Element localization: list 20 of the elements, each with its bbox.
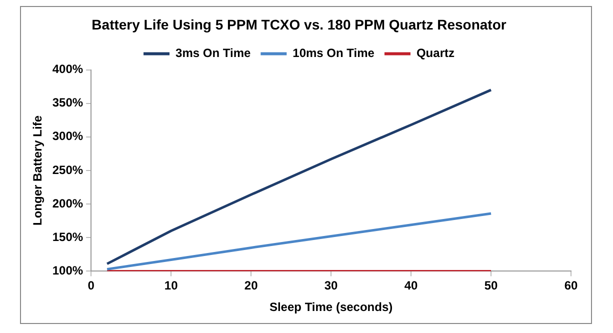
x-tick-label: 10 [164, 278, 178, 293]
y-tick-label: 350% [52, 96, 84, 110]
x-tick-label: 40 [404, 278, 418, 293]
x-tick-label: 20 [244, 278, 258, 293]
y-tick-label: 250% [52, 162, 84, 177]
y-tick-label: 100% [52, 264, 84, 278]
y-axis-title: Longer Battery Life [30, 115, 45, 226]
y-tick-label: 150% [52, 230, 84, 244]
y-tick-label: 300% [52, 129, 84, 144]
x-tick-label: 0 [88, 278, 95, 293]
x-axis-title: Sleep Time (seconds) [269, 300, 393, 314]
legend-label: Quartz [416, 46, 454, 60]
x-tick-label: 50 [484, 278, 498, 293]
y-tick-label: 400% [52, 62, 84, 76]
chart-title: Battery Life Using 5 PPM TCXO vs. 180 PPM Quartz Resonator [92, 16, 507, 32]
y-tick-label: 200% [52, 196, 84, 210]
legend-label: 10ms On Time [292, 46, 375, 60]
x-tick-label: 60 [564, 278, 578, 293]
legend-label: 3ms On Time [176, 46, 251, 60]
x-tick-label: 30 [324, 278, 338, 293]
